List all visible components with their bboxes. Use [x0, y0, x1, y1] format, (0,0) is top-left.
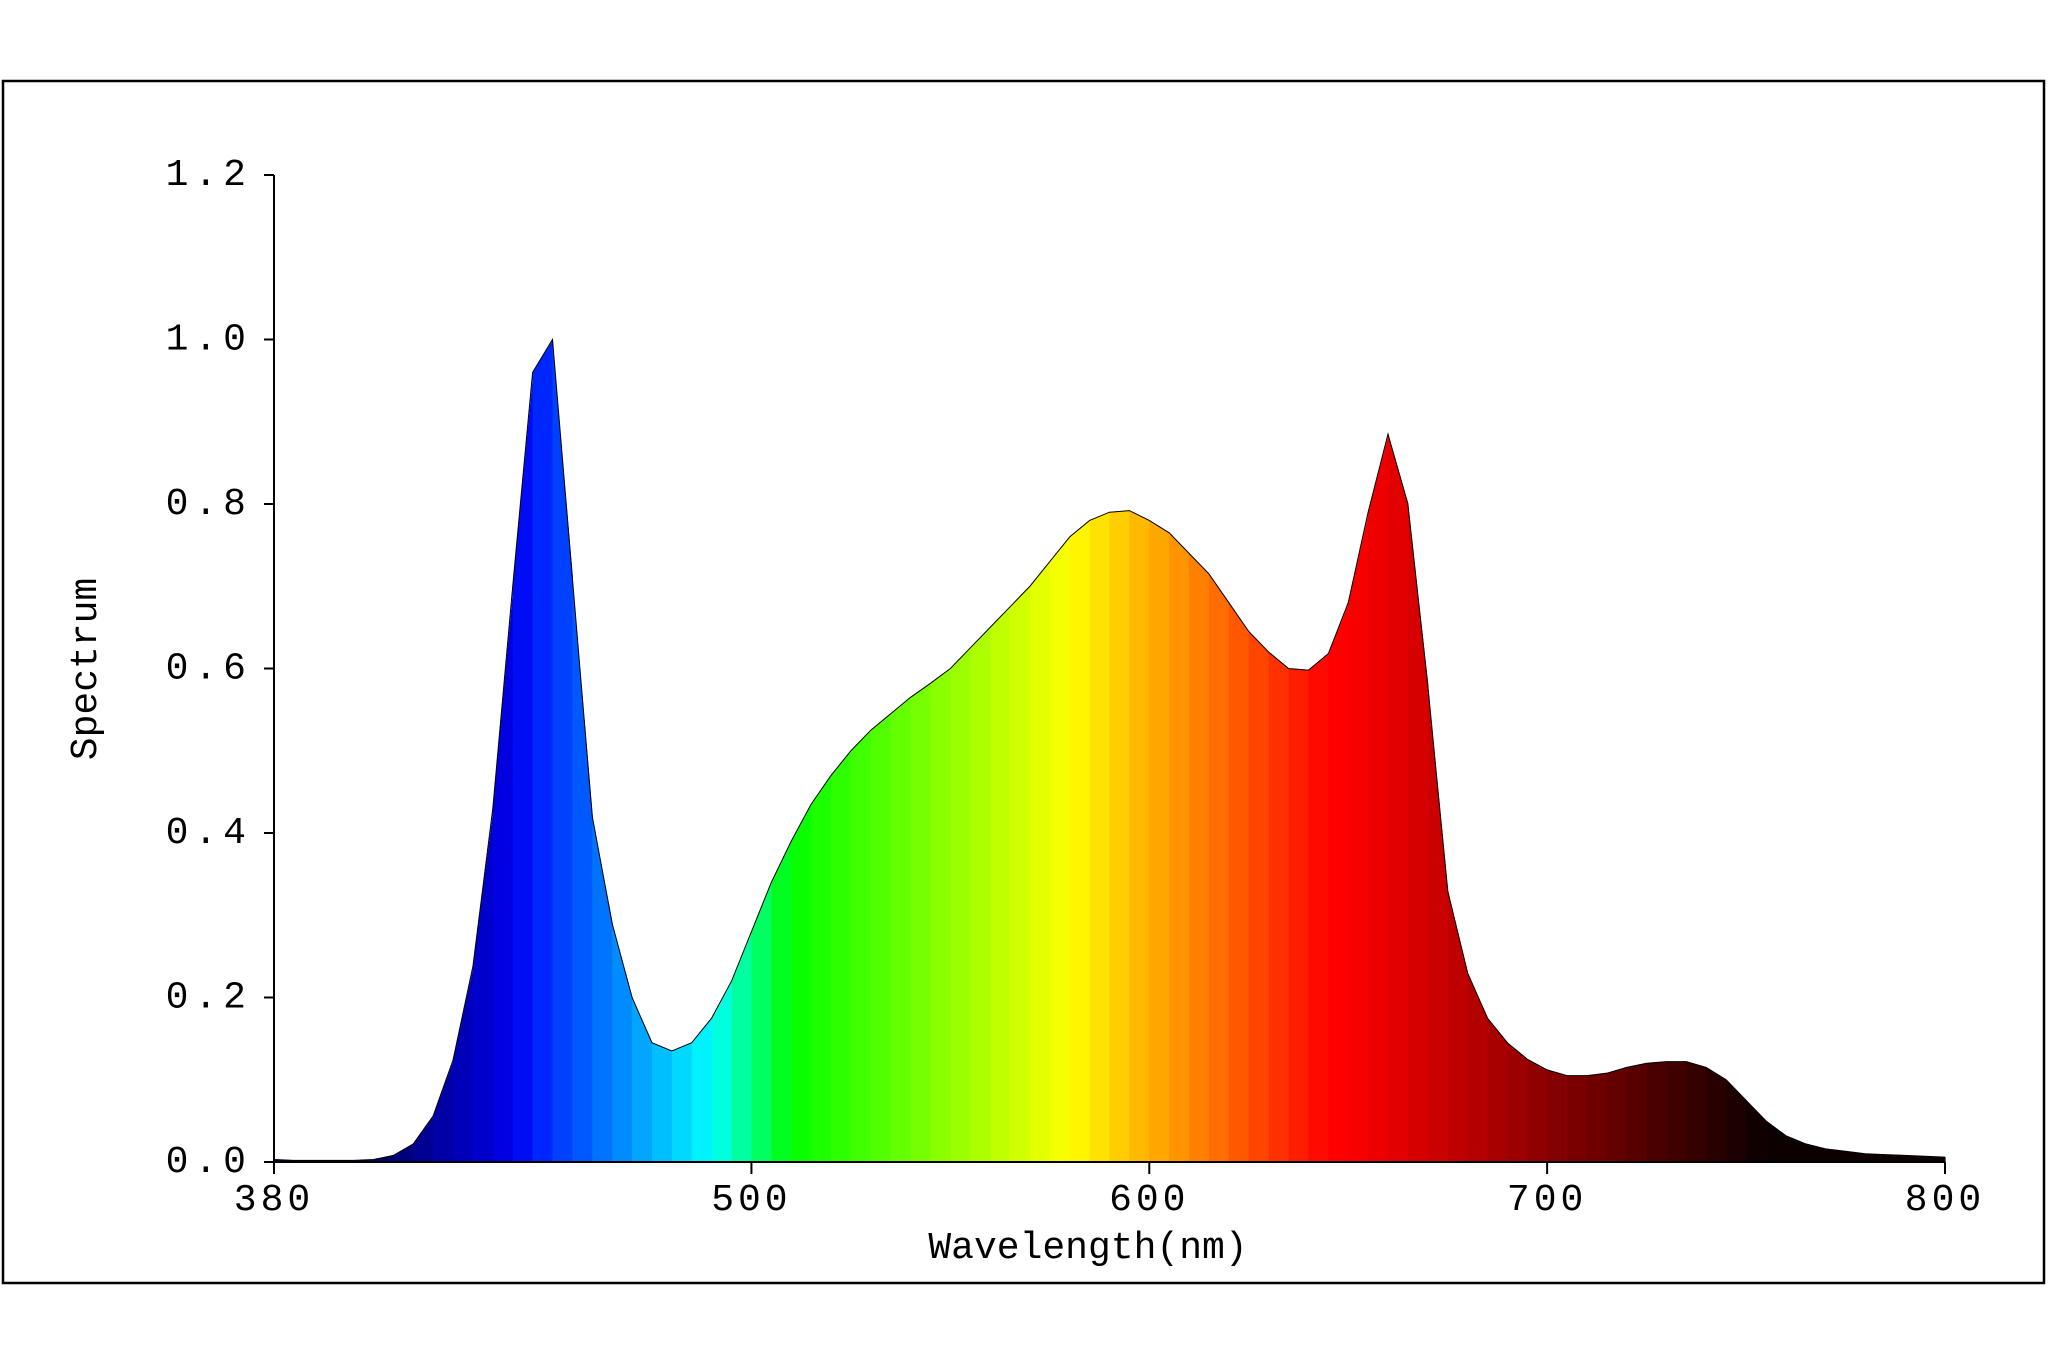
- spectrum-band: [691, 1018, 713, 1162]
- spectrum-band: [612, 923, 633, 1162]
- y-axis-label: Spectrum: [65, 578, 108, 760]
- spectrum-band: [870, 713, 892, 1162]
- spectrum-band: [1467, 972, 1489, 1162]
- spectrum-band: [1049, 536, 1071, 1162]
- spectrum-band: [1109, 510, 1130, 1163]
- spectrum-band: [731, 931, 753, 1162]
- spectrum-band: [1865, 1153, 1886, 1162]
- spectrum-band: [1666, 1061, 1687, 1162]
- spectrum-band: [1169, 532, 1190, 1162]
- x-axis-label: Wavelength(nm): [928, 1227, 1247, 1270]
- spectrum-band: [1765, 1120, 1787, 1162]
- spectrum-band: [1885, 1154, 1906, 1162]
- spectrum-band: [1069, 520, 1091, 1162]
- spectrum-band: [1189, 553, 1210, 1162]
- spectrum-band: [811, 775, 832, 1162]
- spectrum-band: [1268, 652, 1290, 1162]
- spectrum-band: [532, 339, 554, 1162]
- spectrum-band: [1228, 602, 1250, 1162]
- spectrum-band: [1905, 1155, 1926, 1162]
- spectrum-outline: [273, 337, 1946, 1161]
- spectrum-band: [1149, 520, 1170, 1162]
- spectrum-band: [393, 1143, 414, 1162]
- x-tick-label: 700: [1507, 1179, 1587, 1222]
- spectrum-band: [1925, 1156, 1946, 1162]
- spectrum-band: [1248, 631, 1270, 1162]
- y-tick-label: 1.0: [166, 319, 252, 362]
- x-tick-label: 380: [234, 1179, 314, 1222]
- x-tick-label: 800: [1905, 1179, 1985, 1222]
- spectrum-band: [1567, 1075, 1588, 1162]
- spectrum-band: [373, 1155, 394, 1162]
- spectrum-band: [572, 578, 593, 1162]
- spectrum-band: [771, 841, 792, 1162]
- spectrum-band: [1805, 1143, 1827, 1162]
- spectrum-band: [552, 339, 573, 1162]
- spectrum-band: [890, 697, 912, 1162]
- spectrum-band: [831, 750, 852, 1162]
- y-tick-label: 0.6: [166, 648, 252, 691]
- spectrum-band: [950, 647, 971, 1162]
- y-tick-label: 0.0: [166, 1141, 252, 1184]
- spectrum-band: [791, 804, 812, 1162]
- spectrum-band: [1208, 573, 1230, 1162]
- y-tick-label: 0.2: [166, 977, 252, 1020]
- spectrum-band: [1527, 1059, 1548, 1162]
- spectrum-band: [512, 372, 534, 1162]
- spectrum-band: [453, 966, 474, 1162]
- spectrum-band: [1010, 586, 1031, 1162]
- spectrum-band: [1706, 1067, 1727, 1162]
- spectrum-band: [651, 1042, 673, 1162]
- spectrum-band: [492, 586, 514, 1162]
- spectrum-band: [1129, 510, 1150, 1163]
- frame: [1, 79, 2046, 1285]
- spectrum-band: [1388, 434, 1409, 1162]
- spectrum-band: [1507, 1042, 1528, 1162]
- spectrum-band: [671, 1042, 693, 1162]
- spectrum-band: [1686, 1061, 1707, 1162]
- spectrum-band: [433, 1060, 454, 1162]
- spectrum-band: [1845, 1151, 1867, 1162]
- spectrum-band: [1348, 512, 1369, 1162]
- x-tick-label: 500: [711, 1179, 791, 1222]
- spectrum-band: [472, 808, 494, 1162]
- spectrum-band: [592, 816, 613, 1162]
- spectrum-band: [413, 1115, 434, 1162]
- spectrum-band: [1328, 602, 1349, 1162]
- spectrum-band: [711, 981, 733, 1162]
- spectrum-band: [850, 730, 872, 1162]
- spectrum-band: [1089, 512, 1111, 1162]
- spectrum-band: [930, 668, 951, 1162]
- y-tick-label: 0.4: [166, 812, 252, 855]
- spectrum-band: [910, 683, 932, 1162]
- spectrum-band: [1606, 1067, 1628, 1162]
- spectrum-band: [1308, 653, 1329, 1162]
- spectrum-band: [1288, 668, 1310, 1162]
- y-tick-label: 0.8: [166, 483, 252, 526]
- spectrum-band: [1646, 1061, 1668, 1162]
- y-tick-label: 1.2: [166, 154, 252, 197]
- spectrum-band: [970, 627, 991, 1162]
- x-tick-label: 600: [1109, 1179, 1189, 1222]
- spectrum-band: [1029, 561, 1051, 1162]
- spectrum-band: [990, 606, 1011, 1162]
- spectrum-band: [1626, 1063, 1648, 1162]
- spectrum-band: [1726, 1079, 1747, 1162]
- spectrum-band: [1586, 1073, 1608, 1162]
- spectrum-band: [1427, 684, 1449, 1162]
- spectrum-band: [632, 997, 653, 1162]
- spectrum-band: [1487, 1018, 1508, 1162]
- spectrum-band: [1825, 1148, 1847, 1162]
- spectrum-band: [751, 882, 772, 1162]
- spectrum-band: [1368, 434, 1389, 1162]
- spectrum-band: [1447, 890, 1469, 1162]
- spectrum-band: [1746, 1100, 1767, 1162]
- spectrum-band: [1407, 504, 1429, 1162]
- spectrum-band: [1547, 1069, 1568, 1162]
